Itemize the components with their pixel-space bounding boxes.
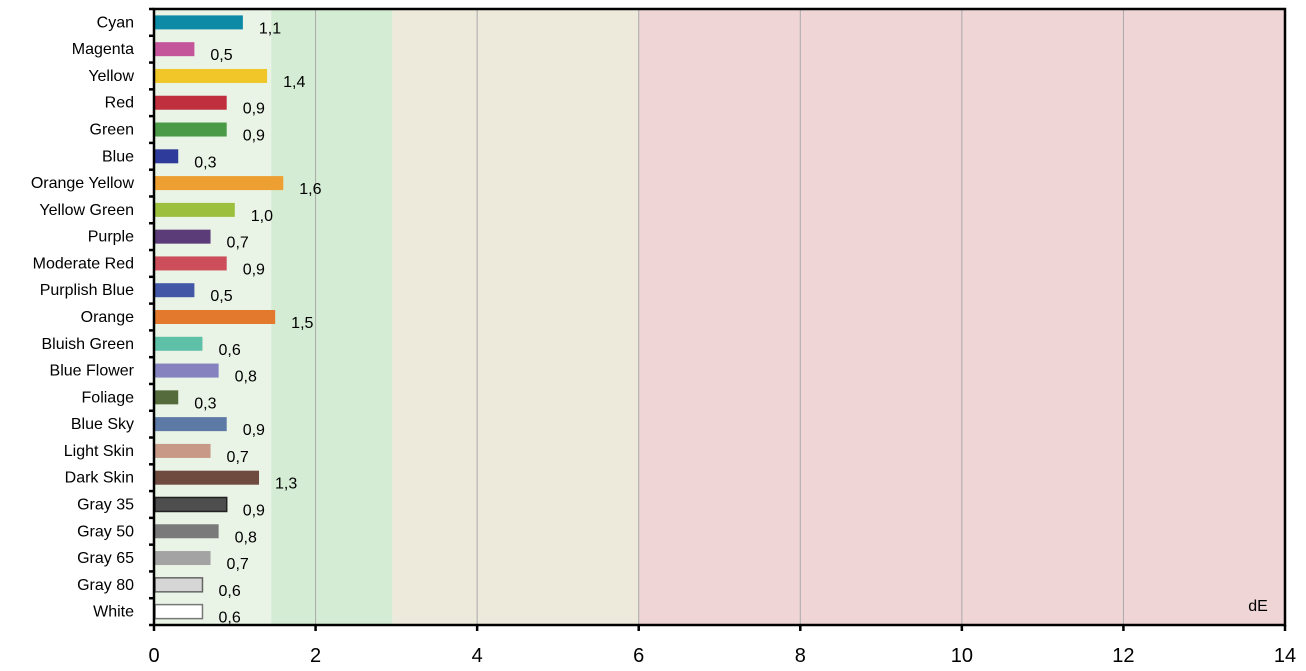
category-label: Red	[105, 95, 134, 112]
category-label: Yellow Green	[39, 202, 134, 219]
x-tick-label: 12	[1112, 645, 1134, 667]
bar	[155, 176, 284, 191]
value-label: 0,7	[227, 235, 249, 252]
category-label: Blue	[102, 148, 134, 165]
background-zone-2	[392, 9, 639, 625]
category-label: Green	[90, 122, 134, 139]
bar	[154, 496, 228, 513]
bar	[155, 363, 219, 378]
value-label: 0,7	[227, 449, 249, 466]
bar	[155, 390, 179, 405]
value-label: 0,9	[243, 261, 265, 278]
unit-label: dE	[1248, 598, 1268, 615]
bar	[155, 524, 219, 539]
value-label: 0,5	[210, 288, 232, 305]
category-label: Orange Yellow	[31, 175, 135, 192]
value-label: 0,6	[218, 610, 240, 627]
bar	[155, 256, 227, 271]
bar	[155, 202, 235, 217]
category-label: Cyan	[97, 14, 134, 31]
category-label: Moderate Red	[33, 255, 134, 272]
bar	[155, 149, 179, 164]
bar	[155, 443, 211, 458]
value-label: 0,3	[194, 154, 216, 171]
category-label: Gray 35	[77, 496, 134, 513]
bar	[154, 603, 204, 620]
value-label: 0,6	[218, 583, 240, 600]
bar	[155, 229, 211, 244]
value-label: 0,3	[194, 395, 216, 412]
value-label: 1,5	[291, 315, 313, 332]
value-label: 1,0	[251, 208, 273, 225]
x-tick-label: 6	[633, 645, 644, 667]
bar	[154, 577, 204, 593]
value-label: 0,6	[218, 342, 240, 359]
category-label: Gray 65	[77, 550, 134, 567]
category-label: Dark Skin	[65, 470, 134, 487]
gridlines	[315, 9, 1124, 625]
value-label: 0,9	[243, 101, 265, 118]
value-label: 1,3	[275, 476, 297, 493]
bar	[155, 95, 227, 110]
bar	[155, 336, 203, 351]
x-tick-labels: 0 2 4 6 8 10 12 14	[148, 645, 1296, 667]
axes	[149, 7, 1287, 631]
x-tick-label: 14	[1274, 645, 1296, 667]
value-label: 0,9	[243, 422, 265, 439]
value-label: 0,9	[243, 502, 265, 519]
category-label: Yellow	[88, 68, 134, 85]
value-label: 0,9	[243, 128, 265, 145]
x-tick-label: 2	[310, 645, 321, 667]
bar	[155, 417, 227, 432]
bar	[155, 42, 195, 57]
value-labels: 1,10,51,40,90,90,31,61,00,70,90,51,50,60…	[194, 20, 321, 626]
value-label: 1,4	[283, 74, 305, 91]
category-label: White	[93, 604, 134, 621]
background-zone-1	[271, 9, 393, 625]
value-label: 1,1	[259, 20, 281, 37]
value-label: 0,8	[235, 369, 257, 386]
bar	[155, 68, 268, 83]
category-labels: Cyan Magenta Yellow Red Green Blue Orange Yell…	[31, 14, 135, 620]
category-label: Magenta	[72, 41, 134, 58]
x-tick-label: 8	[795, 645, 806, 667]
category-label: Purple	[88, 229, 134, 246]
category-label: Gray 50	[77, 523, 134, 540]
bar	[155, 15, 243, 30]
value-label: 1,6	[299, 181, 321, 198]
x-tick-label: 10	[951, 645, 973, 667]
category-label: Purplish Blue	[40, 282, 134, 299]
background-zones	[154, 9, 1285, 625]
category-label: Orange	[81, 309, 134, 326]
value-label: 0,8	[235, 529, 257, 546]
bar	[155, 122, 227, 137]
category-label: Blue Flower	[50, 363, 135, 380]
bar	[155, 470, 260, 485]
value-label: 0,7	[227, 556, 249, 573]
x-tick-label: 4	[472, 645, 483, 667]
category-label: Bluish Green	[42, 336, 135, 353]
bar	[155, 551, 211, 566]
bar	[155, 283, 195, 298]
category-label: Light Skin	[64, 443, 134, 460]
plot-frame	[152, 7, 1287, 627]
value-label: 0,5	[210, 47, 232, 64]
x-tick-label: 0	[148, 645, 159, 667]
category-label: Gray 80	[77, 577, 134, 594]
category-label: Blue Sky	[71, 416, 134, 433]
category-label: Foliage	[82, 389, 135, 406]
bars	[154, 15, 284, 620]
bar	[155, 310, 276, 324]
